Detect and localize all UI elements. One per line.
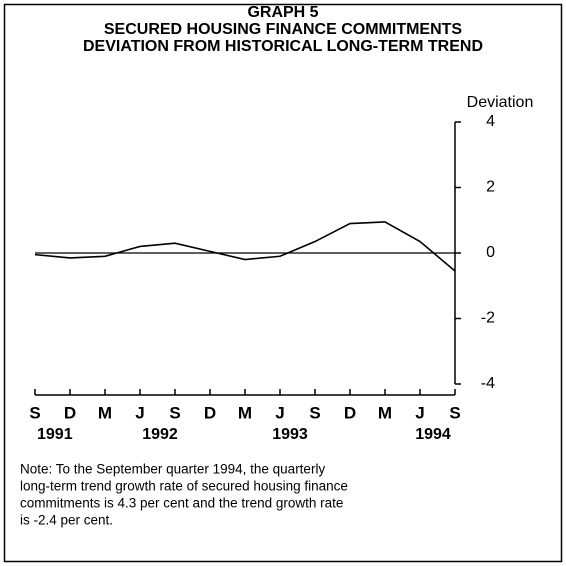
chart-title: SECURED HOUSING FINANCE COMMITMENTS: [104, 21, 463, 38]
y-tick-label: 0: [486, 244, 495, 261]
x-tick-label: J: [415, 403, 424, 422]
year-label: 1993: [272, 426, 308, 443]
chart-title: GRAPH 5: [247, 4, 318, 21]
note: commitments is 4.3 per cent and the tren…: [20, 496, 343, 511]
note: long-term trend growth rate of secured h…: [20, 479, 348, 494]
y-tick-label: 4: [486, 113, 495, 130]
x-tick-label: D: [204, 403, 216, 422]
x-tick-label: J: [135, 403, 144, 422]
x-tick-label: S: [169, 403, 180, 422]
y-tick-label: -2: [481, 310, 495, 327]
x-tick-label: M: [238, 403, 252, 422]
x-tick-label: S: [29, 403, 40, 422]
year-label: 1991: [37, 426, 73, 443]
y-tick-label: 2: [486, 179, 495, 196]
x-tick-label: M: [378, 403, 392, 422]
line-series: [34, 221, 456, 272]
chart-title: DEVIATION FROM HISTORICAL LONG-TERM TREN…: [83, 38, 483, 55]
x-tick-label: J: [275, 403, 284, 422]
note: is -2.4 per cent.: [20, 513, 113, 528]
note: Note: To the September quarter 1994, the…: [20, 462, 325, 477]
y-axis-label: Deviation: [467, 94, 534, 111]
x-tick-label: S: [309, 403, 320, 422]
frame: [3, 3, 563, 563]
year-label: 1992: [142, 426, 178, 443]
x-tick-label: D: [344, 403, 356, 422]
x-tick-label: S: [449, 403, 460, 422]
y-tick-label: -4: [481, 375, 495, 392]
x-tick-label: M: [98, 403, 112, 422]
x-tick-label: D: [64, 403, 76, 422]
year-label: 1994: [415, 426, 451, 443]
